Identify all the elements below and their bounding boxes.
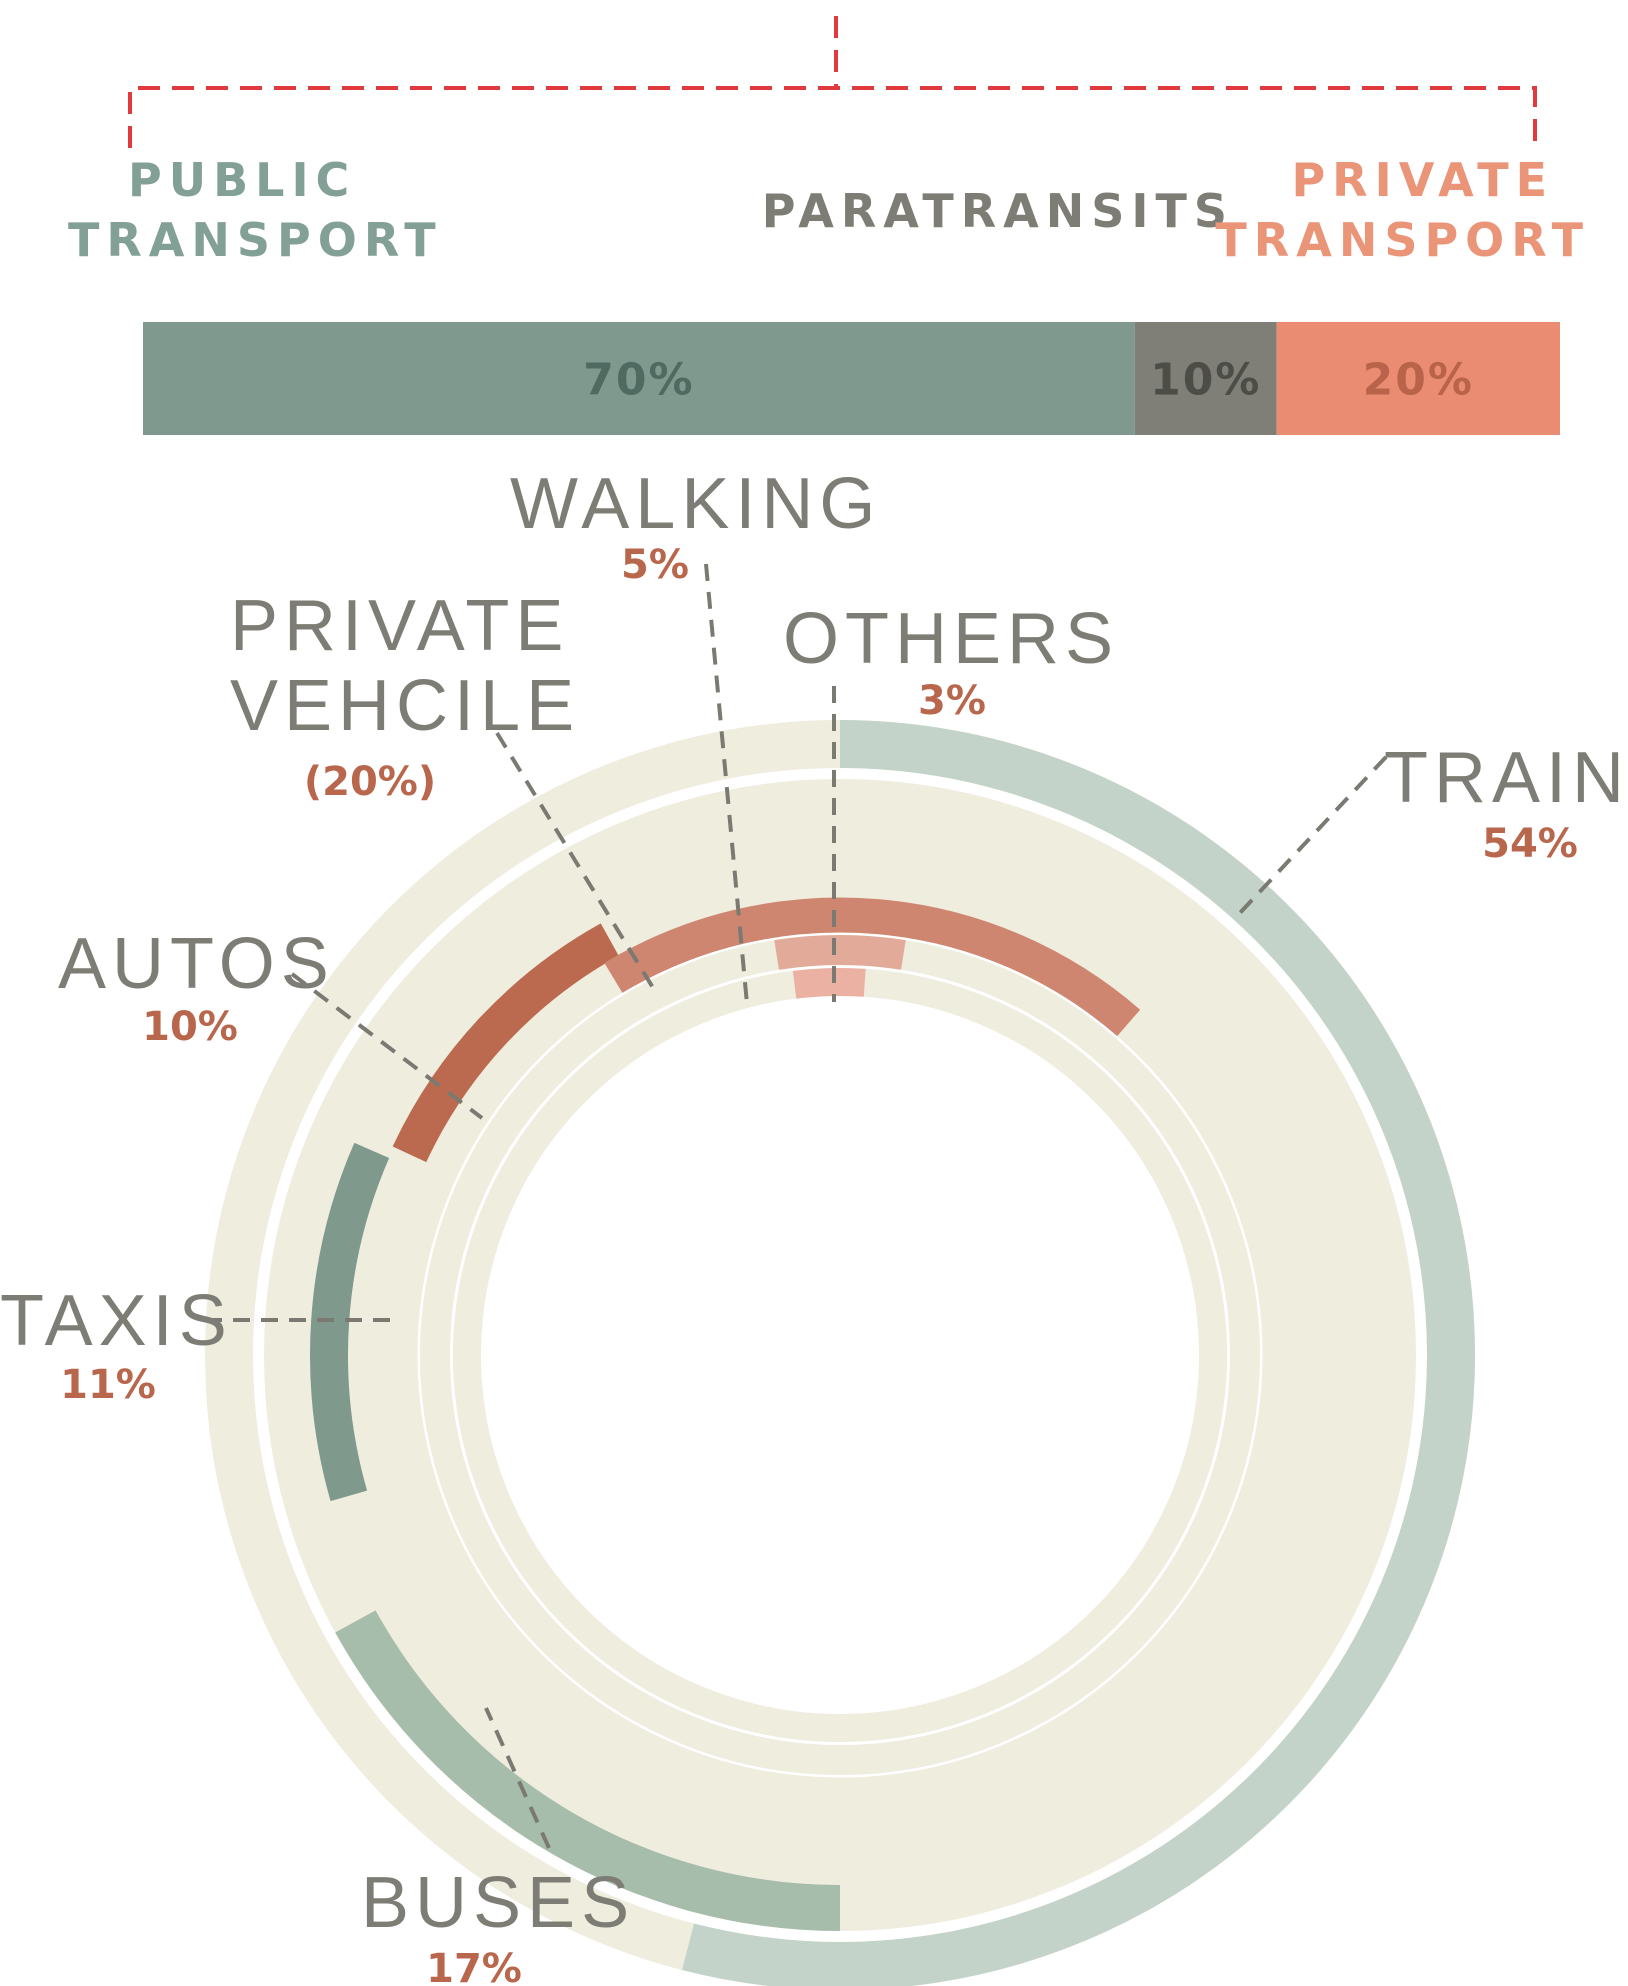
ring-arc-trains [682, 720, 1475, 1986]
mode-label-autos: AUTOS [58, 924, 335, 1004]
group-label-paratransits: PARATRANSITS [762, 184, 1234, 238]
mode-value-walking: 5% [621, 542, 689, 588]
ring-arc-autos [392, 923, 619, 1163]
mode-label-private-vehcile: PRIVATE VEHCILE [230, 586, 580, 746]
ring-track-taxis [310, 825, 1370, 1885]
group-label-public-transport: PUBLIC TRANSPORT [68, 153, 443, 267]
bar-value-label-private-transport: 20% [1363, 355, 1474, 406]
bar-value-label-paratransits: 10% [1150, 355, 1261, 406]
stacked-share-bar: 70% 10% 20% [143, 322, 1560, 435]
bar-value-label-public-transport: 70% [583, 355, 694, 406]
mode-label-taxis: TAXIS [0, 1281, 233, 1361]
ring-track-others [453, 968, 1227, 1742]
leader-line-private-vehcile [495, 731, 657, 993]
radial-rings [205, 720, 1475, 1986]
mode-value-taxis: 11% [60, 1362, 156, 1408]
ring-arc-private-vehcile [604, 897, 1141, 1037]
mode-label-others: OTHERS [783, 599, 1119, 679]
mode-label-walking: WALKING [510, 464, 881, 544]
group-bracket [128, 16, 1537, 148]
ring-arc-walking [774, 935, 906, 970]
mode-value-buses: 17% [426, 1946, 522, 1986]
mode-value-private-vehcile: (20%) [304, 759, 436, 805]
group-label-private-transport: PRIVATE TRANSPORT [1215, 153, 1590, 267]
mode-value-autos: 10% [142, 1004, 238, 1050]
leader-line-walking [704, 563, 749, 1005]
bar-segment-paratransits [1134, 322, 1277, 435]
ring-track-walking [420, 935, 1260, 1775]
leader-lines [205, 563, 1388, 1849]
ring-track-autos [346, 861, 1334, 1849]
ring-track-private-vehcile [382, 897, 1298, 1813]
leader-line-buses [484, 1707, 551, 1849]
mode-label-buses: BUSES [361, 1863, 635, 1943]
bracket-line [128, 86, 1537, 148]
bar-segment-private-transport [1276, 322, 1560, 435]
mode-value-others: 3% [918, 678, 986, 724]
ring-arc-others [792, 968, 866, 999]
bar-segment-public-transport [143, 322, 1135, 435]
leader-line-trains [1236, 755, 1388, 917]
ring-arc-buses [335, 1610, 841, 1931]
mode-value-trains: 54% [1482, 821, 1578, 867]
mode-label-trains: TRAINS [1384, 738, 1628, 818]
leader-line-autos [290, 972, 484, 1120]
